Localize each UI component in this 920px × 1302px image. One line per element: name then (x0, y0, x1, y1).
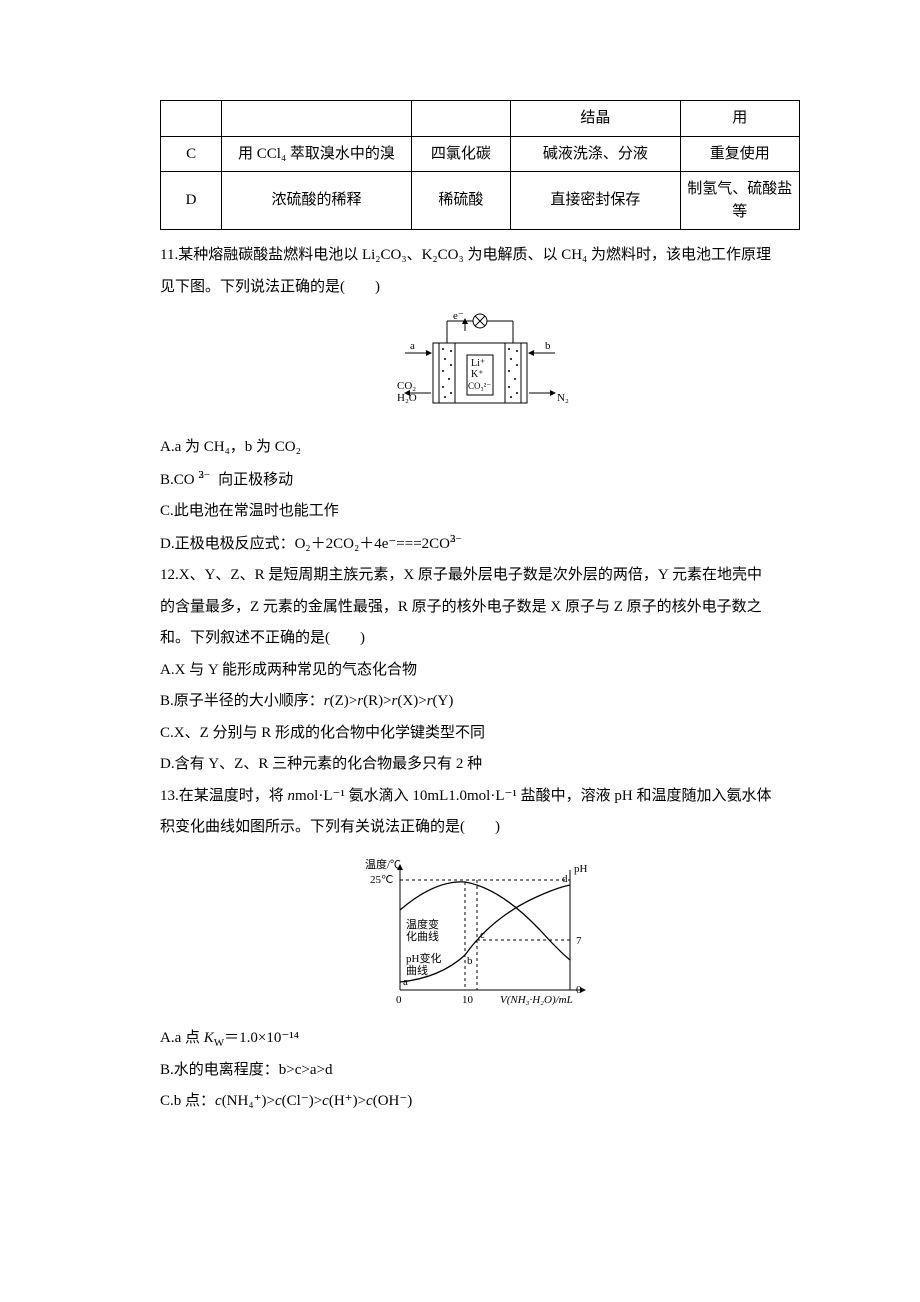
fig13-zero-right: 0 (576, 984, 582, 996)
table-row: 结晶 用 (161, 101, 800, 137)
q13-opt-b: B.水的电离程度：b>c>a>d (160, 1055, 800, 1087)
fig13-zero: 0 (396, 994, 402, 1006)
table-row: C 用 CCl₄ 萃取溴水中的溴 四氯化碳 碱液洗涤、分液 重复使用 (161, 136, 800, 172)
fig13-seven: 7 (576, 935, 582, 947)
q11-opt-a: A.a 为 CH₄，b 为 CO₂ (160, 432, 800, 464)
fig11-a-label: a (410, 340, 415, 352)
cell: 制氢气、硫酸盐等 (680, 172, 799, 230)
cell: D (161, 172, 222, 230)
fig11-li-label: Li⁺ (471, 358, 485, 369)
fig13-ylabel: 温度/℃ (365, 857, 401, 871)
fig13-curve2a: pH变化 (406, 951, 441, 965)
fig13-d: d (562, 873, 568, 885)
fig13-curve2b: 曲线 (406, 963, 428, 977)
q12-opt-b: B.原子半径的大小顺序：r(Z)>r(R)>r(X)>r(Y) (160, 686, 800, 718)
q11-stem-1: 11.某种熔融碳酸盐燃料电池以 Li₂CO₃、K₂CO₃ 为电解质、以 CH₄ … (160, 240, 800, 272)
cell: 结晶 (511, 101, 681, 137)
q12-opt-d: D.含有 Y、Z、R 三种元素的化合物最多只有 2 种 (160, 749, 800, 781)
cell (161, 101, 222, 137)
cell: 用 CCl₄ 萃取溴水中的溴 (222, 136, 412, 172)
q11-opt-d: D.正极电极反应式：O₂＋2CO₂＋4e⁻===2CO2−3 (160, 528, 800, 561)
cell: 重复使用 (680, 136, 799, 172)
q11-opt-b: B.CO 2−3向正极移动 (160, 464, 800, 497)
cell (222, 101, 412, 137)
q11-figure: e⁻ Li⁺ K⁺ CO₃²⁻ a (160, 309, 800, 424)
q13-figure: 温度/℃ 25℃ pH 7 0 a b c d 温度变 化曲线 (160, 850, 800, 1015)
cell: 碱液洗涤、分液 (511, 136, 681, 172)
fig13-xlab: V(NH₃·H₂O)/mL (500, 994, 573, 1006)
fig13-ten: 10 (462, 994, 474, 1006)
cell: 直接密封保存 (511, 172, 681, 230)
q12-stem-3: 和。下列叙述不正确的是( ) (160, 623, 800, 655)
cell: C (161, 136, 222, 172)
fig13-ph: pH (574, 863, 588, 875)
q11-stem-2: 见下图。下列说法正确的是( ) (160, 272, 800, 304)
fig13-curve1b: 化曲线 (406, 929, 439, 943)
fig13-b: b (467, 955, 473, 967)
fig11-eminus-label: e⁻ (453, 310, 464, 322)
table-row: D 浓硫酸的稀释 稀硫酸 直接密封保存 制氢气、硫酸盐等 (161, 172, 800, 230)
q12-opt-a: A.X 与 Y 能形成两种常见的气态化合物 (160, 655, 800, 687)
options-table: 结晶 用 C 用 CCl₄ 萃取溴水中的溴 四氯化碳 碱液洗涤、分液 重复使用 … (160, 100, 800, 230)
q12-stem-1: 12.X、Y、Z、R 是短周期主族元素，X 原子最外层电子数是次外层的两倍，Y … (160, 560, 800, 592)
q13-stem-1: 13.在某温度时，将 nmol·L⁻¹ 氨水滴入 10mL1.0mol·L⁻¹ … (160, 781, 800, 813)
cell: 四氯化碳 (411, 136, 510, 172)
fig11-co2-label: CO₂ (397, 380, 416, 392)
q13-opt-a: A.a 点 KW＝1.0×10⁻¹⁴ (160, 1023, 800, 1055)
q13-stem-2: 积变化曲线如图所示。下列有关说法正确的是( ) (160, 812, 800, 844)
fig11-b-label: b (545, 340, 551, 352)
fig13-y25: 25℃ (370, 874, 393, 886)
cell: 稀硫酸 (411, 172, 510, 230)
q11-opt-c: C.此电池在常温时也能工作 (160, 496, 800, 528)
q12-opt-c: C.X、Z 分别与 R 形成的化合物中化学键类型不同 (160, 718, 800, 750)
fig11-k-label: K⁺ (471, 369, 484, 380)
q13-opt-c: C.b 点：c(NH₄⁺)>c(Cl⁻)>c(H⁺)>c(OH⁻) (160, 1086, 800, 1118)
fig11-h2o-label: H₂O (397, 392, 417, 404)
cell (411, 101, 510, 137)
fig11-n2-label: N₂ (557, 392, 569, 404)
fig13-a: a (403, 976, 408, 988)
fig13-curve1a: 温度变 (406, 917, 439, 931)
cell: 浓硫酸的稀释 (222, 172, 412, 230)
cell: 用 (680, 101, 799, 137)
q12-stem-2: 的含量最多，Z 元素的金属性最强，R 原子的核外电子数是 X 原子与 Z 原子的… (160, 592, 800, 624)
fig13-c: c (480, 929, 485, 941)
fig11-co3-label: CO₃²⁻ (468, 381, 491, 391)
